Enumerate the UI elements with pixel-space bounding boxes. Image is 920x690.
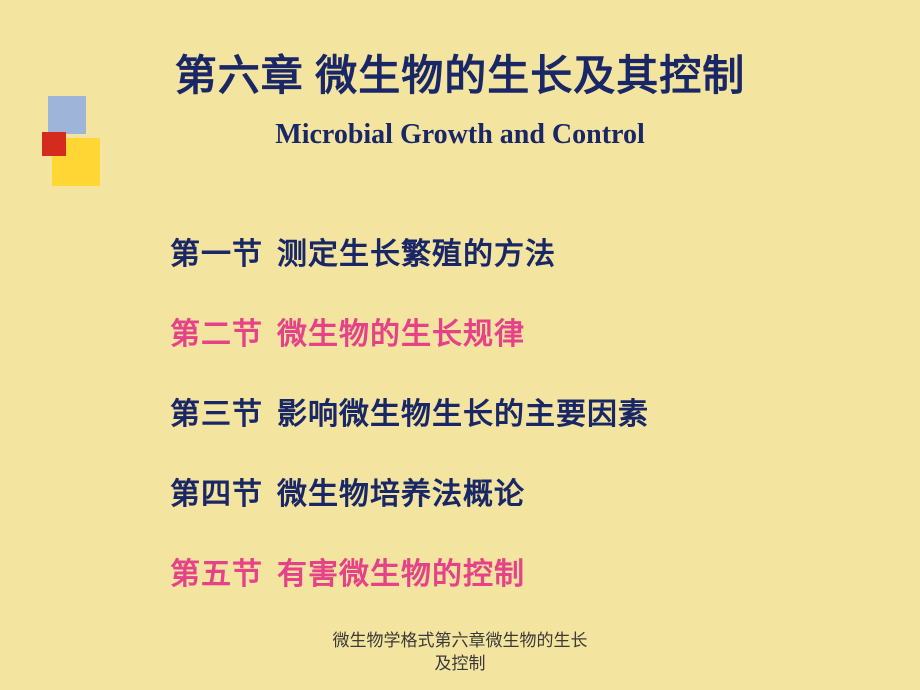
decor-square-blue [48,96,86,134]
title-english: Microbial Growth and Control [0,119,920,151]
footer-text: 微生物学格式第六章微生物的生长 及控制 [0,630,920,676]
sections-list: 第一节测定生长繁殖的方法 第二节微生物的生长规律 第三节影响微生物生长的主要因素… [0,229,920,593]
section-text: 有害微生物的控制 [277,558,525,591]
title-chinese: 第六章 微生物的生长及其控制 [0,42,920,103]
decor-square-red [42,132,66,156]
section-item-5: 第五节有害微生物的控制 [170,549,920,593]
section-item-4: 第四节微生物培养法概论 [170,469,920,513]
section-label: 第五节 [170,558,263,591]
section-label: 第三节 [170,398,263,431]
title-block: 第六章 微生物的生长及其控制 Microbial Growth and Cont… [0,0,920,151]
section-text: 微生物培养法概论 [277,478,525,511]
footer-line1: 微生物学格式第六章微生物的生长 [0,630,920,653]
section-text: 测定生长繁殖的方法 [277,238,556,271]
section-item-1: 第一节测定生长繁殖的方法 [170,229,920,273]
section-label: 第二节 [170,318,263,351]
section-item-2: 第二节微生物的生长规律 [170,309,920,353]
section-item-3: 第三节影响微生物生长的主要因素 [170,389,920,433]
section-text: 微生物的生长规律 [277,318,525,351]
section-label: 第四节 [170,478,263,511]
section-text: 影响微生物生长的主要因素 [277,398,649,431]
footer-line2: 及控制 [0,653,920,676]
section-label: 第一节 [170,238,263,271]
